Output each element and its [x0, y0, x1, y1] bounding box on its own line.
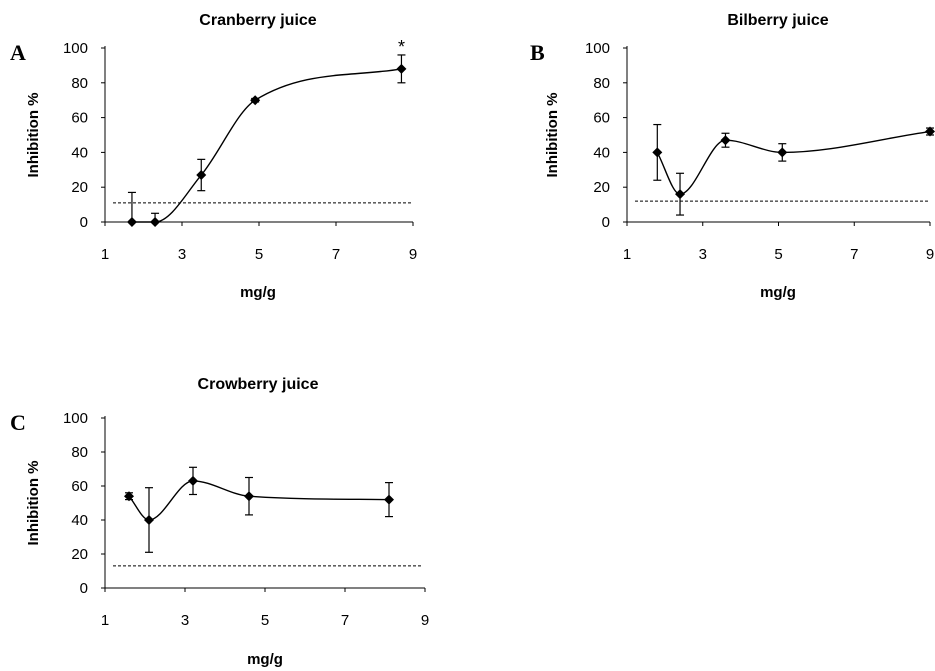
- panel-title: Cranberry juice: [199, 12, 316, 29]
- plot-area: 0 20 40 60 80 100 1 3 5 7 9: [585, 40, 935, 263]
- y-tick-label: 40: [593, 144, 610, 161]
- panel-letter: B: [530, 40, 545, 65]
- x-axis-label: mg/g: [760, 284, 796, 301]
- data-point: [150, 217, 161, 227]
- data-point: [777, 147, 788, 158]
- y-tick-label: 20: [71, 546, 88, 563]
- x-tick-label: 7: [341, 612, 349, 629]
- x-axis-label: mg/g: [240, 284, 276, 301]
- y-tick-label: 100: [585, 40, 610, 57]
- panel-letter: A: [10, 40, 26, 65]
- y-axis-label: Inhibition %: [25, 93, 42, 178]
- plot-area: 0 20 40 60 80 100 1 3 5 7 9 *: [63, 37, 417, 263]
- x-axis-label: mg/g: [247, 651, 283, 668]
- panel-a: Cranberry juice A Inhibition % mg/g 0 20 4…: [10, 12, 417, 301]
- x-tick-label: 1: [623, 246, 631, 263]
- y-tick-label: 100: [63, 410, 88, 427]
- x-tick-label: 3: [699, 246, 707, 263]
- y-tick-label: 60: [71, 478, 88, 495]
- y-tick-label: 0: [80, 214, 88, 231]
- x-tick-label: 5: [261, 612, 269, 629]
- data-point: [396, 63, 407, 74]
- data-point: [652, 147, 663, 158]
- x-tick-label: 7: [850, 246, 858, 263]
- x-tick-label: 5: [774, 246, 782, 263]
- x-tick-label: 3: [181, 612, 189, 629]
- series-line: [128, 480, 390, 521]
- panel-letter: C: [10, 410, 26, 435]
- y-axis-label: Inhibition %: [25, 461, 42, 546]
- series-line: [131, 68, 402, 223]
- x-tick-label: 9: [409, 246, 417, 263]
- y-tick-label: 80: [71, 75, 88, 92]
- panel-title: Bilberry juice: [727, 12, 828, 29]
- y-tick-label: 0: [602, 214, 610, 231]
- x-tick-label: 3: [178, 246, 186, 263]
- y-tick-label: 60: [71, 110, 88, 127]
- data-point: [126, 217, 137, 227]
- x-tick-label: 1: [101, 612, 109, 629]
- y-tick-label: 0: [80, 580, 88, 597]
- y-tick-label: 40: [71, 512, 88, 529]
- x-tick-label: 7: [332, 246, 340, 263]
- data-point: [188, 475, 198, 486]
- data-point: [250, 95, 261, 106]
- significance-marker: *: [398, 37, 405, 57]
- x-tick-label: 1: [101, 246, 109, 263]
- x-tick-label: 9: [421, 612, 429, 629]
- data-point: [124, 491, 134, 502]
- y-tick-label: 80: [71, 444, 88, 461]
- x-tick-label: 9: [926, 246, 934, 263]
- y-tick-label: 60: [593, 110, 610, 127]
- y-axis-label: Inhibition %: [544, 93, 561, 178]
- y-tick-label: 20: [71, 179, 88, 196]
- y-tick-label: 100: [63, 40, 88, 57]
- y-tick-label: 80: [593, 75, 610, 92]
- plot-area: 0 20 40 60 80 100 1 3 5 7 9: [63, 410, 429, 629]
- data-point: [675, 189, 686, 200]
- data-point: [720, 135, 731, 146]
- data-point: [925, 126, 935, 137]
- panel-title: Crowberry juice: [198, 376, 319, 393]
- data-point: [144, 515, 154, 525]
- x-tick-label: 5: [255, 246, 263, 263]
- y-tick-label: 40: [71, 144, 88, 161]
- series-line: [656, 130, 931, 195]
- data-point: [384, 494, 394, 505]
- panel-b: Bilberry juice B Inhibition % mg/g 0 20 40…: [530, 12, 935, 301]
- data-point: [196, 170, 207, 181]
- data-point: [244, 491, 254, 502]
- panel-c: Crowberry juice C Inhibition % mg/g 0 20 4…: [10, 376, 429, 668]
- y-tick-label: 20: [593, 179, 610, 196]
